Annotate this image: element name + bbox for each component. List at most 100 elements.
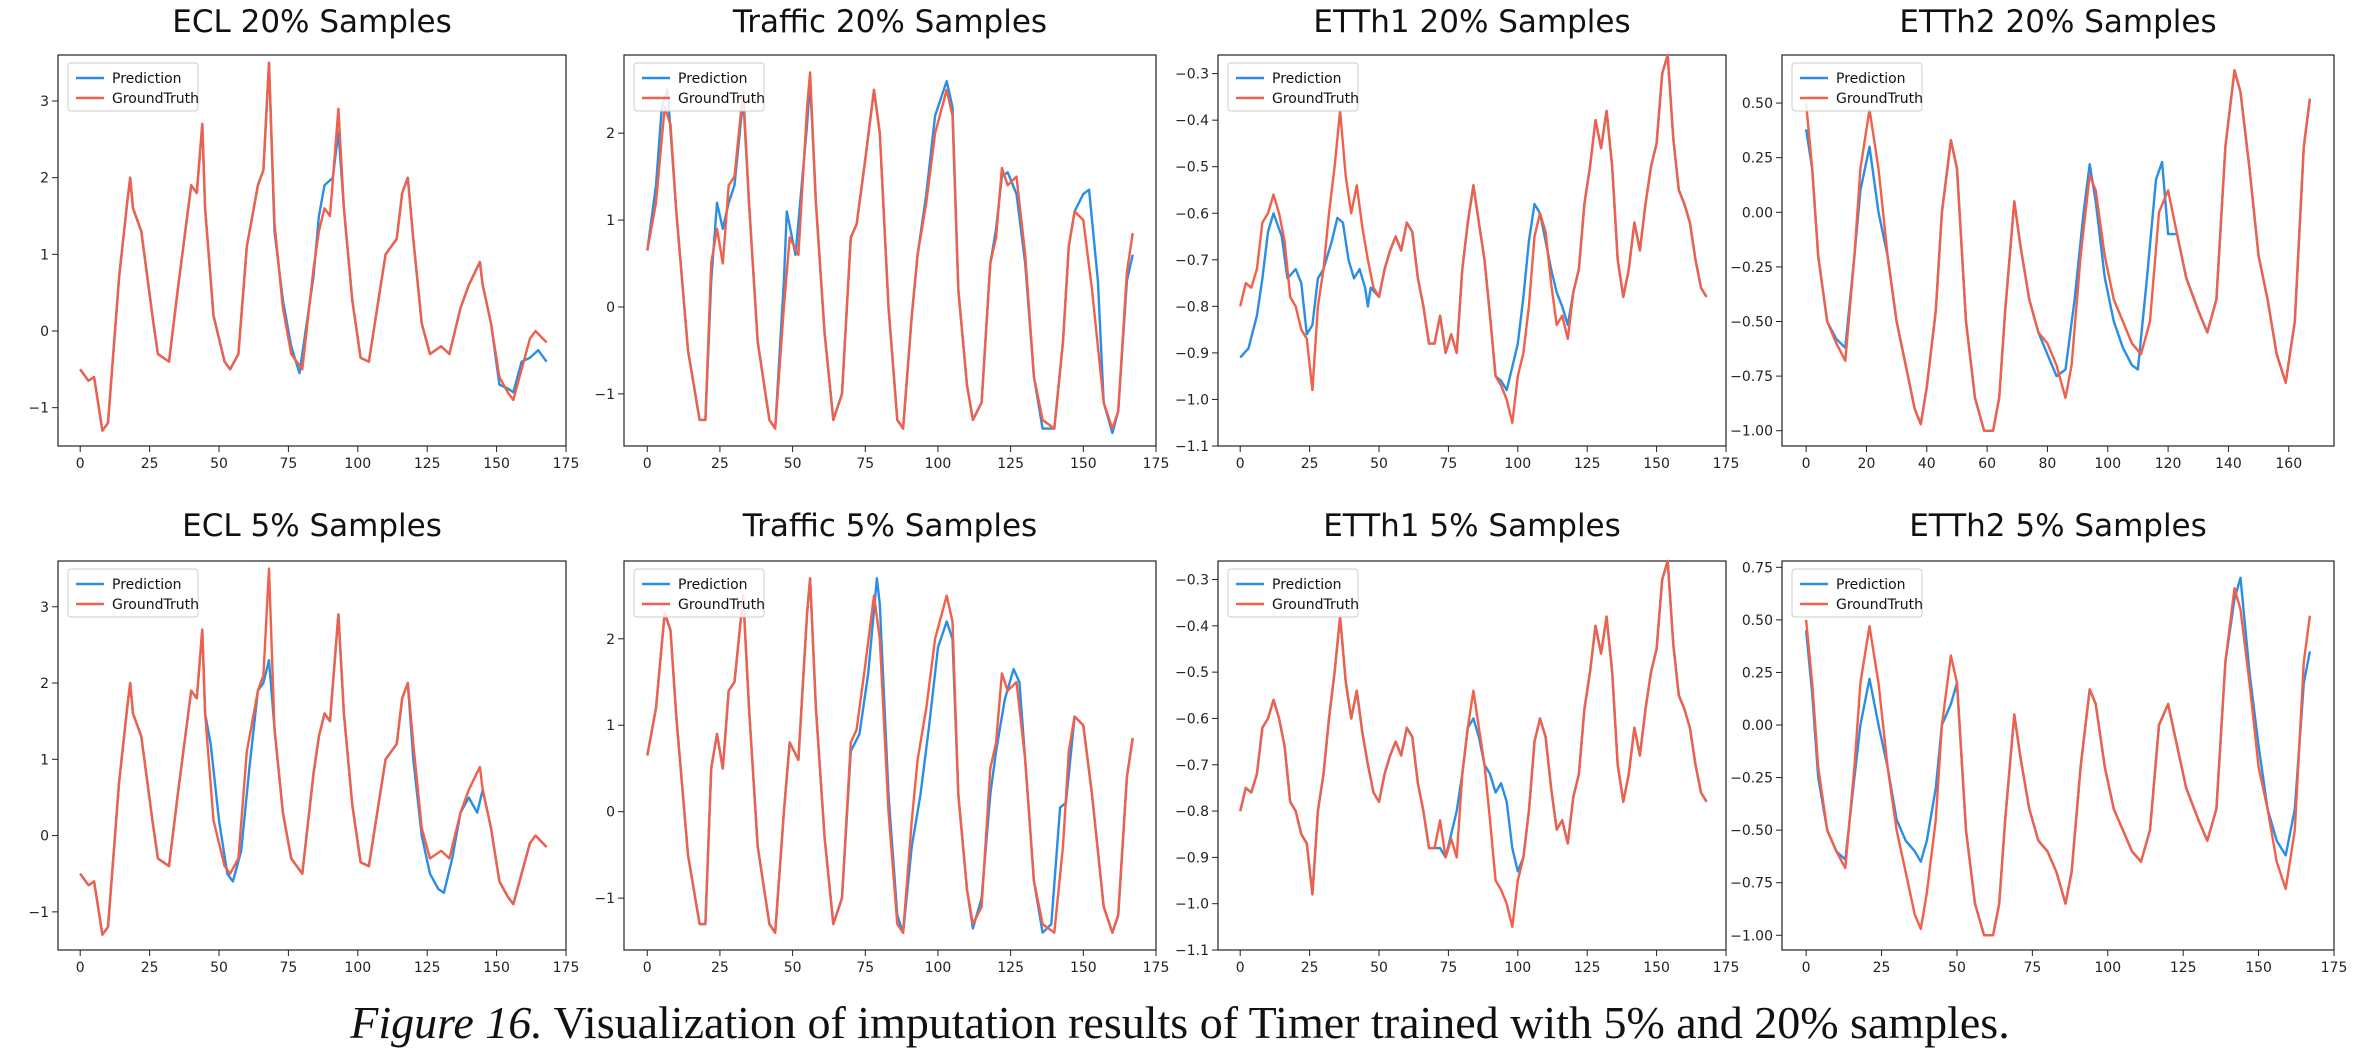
x-tick-label: 125 [1574, 960, 1601, 976]
x-tick-label: 50 [784, 960, 802, 976]
y-tick-label: −0.8 [1175, 299, 1209, 315]
x-tick-label: 100 [2094, 456, 2121, 472]
plot-frame [57, 54, 567, 447]
y-tick-label: −0.25 [1730, 771, 1773, 787]
y-tick-label: −0.8 [1175, 804, 1209, 820]
x-tick-label: 50 [1370, 456, 1388, 472]
x-tick-label: 175 [553, 960, 580, 976]
y-tick-label: −1 [28, 905, 49, 921]
x-tick-label: 100 [925, 456, 952, 472]
x-tick-label: 100 [1504, 456, 1531, 472]
x-tick-label: 100 [344, 960, 371, 976]
x-tick-label: 50 [210, 456, 228, 472]
x-tick-label: 120 [2155, 456, 2182, 472]
series-prediction-line [1804, 69, 2312, 432]
legend-label-prediction: Prediction [678, 577, 748, 593]
series-groundtruth-line [1804, 69, 2312, 432]
y-tick-label: −0.6 [1175, 206, 1209, 222]
x-tick-label: 0 [76, 456, 85, 472]
y-tick-label: 2 [606, 126, 615, 142]
x-tick-label: 100 [2094, 960, 2121, 976]
y-tick-label: −0.7 [1175, 253, 1209, 269]
x-tick-label: 20 [1858, 456, 1876, 472]
x-tick-label: 175 [1143, 960, 1170, 976]
y-tick-label: 2 [40, 171, 49, 187]
legend-label-prediction: Prediction [1272, 577, 1342, 593]
x-tick-label: 0 [1802, 960, 1811, 976]
x-tick-label: 80 [2039, 456, 2057, 472]
series-prediction-line [79, 61, 548, 432]
y-tick-label: −0.4 [1175, 113, 1209, 129]
x-tick-label: 25 [1873, 960, 1891, 976]
x-tick-label: 125 [997, 456, 1024, 472]
x-tick-label: 100 [925, 960, 952, 976]
series-groundtruth-line [646, 577, 1134, 934]
x-tick-label: 0 [76, 960, 85, 976]
x-tick-label: 25 [141, 960, 159, 976]
caption-label: Figure 16. [350, 997, 543, 1048]
x-tick-label: 75 [1439, 456, 1457, 472]
x-tick-label: 75 [856, 456, 874, 472]
y-tick-label: 3 [40, 600, 49, 616]
y-tick-label: −0.6 [1175, 711, 1209, 727]
chart-panel: ETTh2 20% Samples 0 20 40 60 80 100 120 140 160 −1… [1730, 4, 2335, 472]
x-tick-label: 0 [643, 456, 652, 472]
chart-panel: ECL 20% Samples 0 25 50 75 100 125 150 175 −1 0 1 2 3… [28, 4, 579, 472]
x-tick-label: 150 [1643, 456, 1670, 472]
chart-title: ETTh1 20% Samples [1313, 4, 1630, 40]
y-tick-label: 0.00 [1742, 718, 1773, 734]
x-tick-label: 125 [414, 456, 441, 472]
plot-frame [623, 54, 1157, 447]
plot-frame [1217, 54, 1727, 447]
x-tick-label: 0 [1802, 456, 1811, 472]
x-tick-label: 25 [711, 960, 729, 976]
y-tick-label: −1.0 [1175, 897, 1209, 913]
y-tick-label: −0.5 [1175, 160, 1209, 176]
x-tick-label: 150 [2245, 960, 2272, 976]
plot-frame [623, 560, 1157, 951]
x-tick-label: 75 [279, 456, 297, 472]
x-tick-label: 175 [1713, 960, 1740, 976]
x-tick-label: 50 [784, 456, 802, 472]
x-tick-label: 100 [344, 456, 371, 472]
y-tick-label: 3 [40, 94, 49, 110]
y-tick-label: 1 [606, 718, 615, 734]
legend-label-groundtruth: GroundTruth [1272, 91, 1359, 107]
chart-title: ECL 5% Samples [182, 508, 442, 544]
series-groundtruth-line [79, 61, 548, 432]
legend-label-prediction: Prediction [112, 577, 182, 593]
plot-frame [1781, 560, 2335, 951]
legend-label-groundtruth: GroundTruth [678, 91, 765, 107]
chart-panel: ETTh2 5% Samples 0 25 50 75 100 125 150 175 −1.00… [1730, 508, 2347, 976]
y-tick-label: 0 [40, 829, 49, 845]
x-tick-label: 175 [1713, 456, 1740, 472]
y-tick-label: −1 [594, 387, 615, 403]
x-tick-label: 25 [1301, 456, 1319, 472]
chart-panel: ECL 5% Samples 0 25 50 75 100 125 150 175 −1 0 1 2 3 P… [28, 508, 579, 976]
chart-title: ECL 20% Samples [172, 4, 452, 40]
x-tick-label: 25 [711, 456, 729, 472]
x-tick-label: 150 [483, 456, 510, 472]
x-tick-label: 75 [2023, 960, 2041, 976]
y-tick-label: −1.0 [1175, 392, 1209, 408]
y-tick-label: −1 [28, 401, 49, 417]
y-tick-label: −0.25 [1730, 260, 1773, 276]
y-tick-label: 2 [606, 632, 615, 648]
y-tick-label: 0 [606, 300, 615, 316]
legend-label-prediction: Prediction [1836, 577, 1906, 593]
series-groundtruth-line [1804, 587, 2312, 937]
y-tick-label: −1 [594, 891, 615, 907]
legend-label-prediction: Prediction [112, 71, 182, 87]
caption-text: Visualization of imputation results of T… [553, 997, 2010, 1048]
y-tick-label: −0.75 [1730, 876, 1773, 892]
y-tick-label: −0.3 [1175, 67, 1209, 83]
legend-label-prediction: Prediction [1836, 71, 1906, 87]
x-tick-label: 125 [997, 960, 1024, 976]
series-groundtruth-line [1239, 53, 1708, 424]
x-tick-label: 0 [1236, 456, 1245, 472]
x-tick-label: 150 [1070, 960, 1097, 976]
x-tick-label: 0 [643, 960, 652, 976]
x-tick-label: 25 [1301, 960, 1319, 976]
series-groundtruth-line [646, 71, 1134, 430]
x-tick-label: 150 [1070, 456, 1097, 472]
